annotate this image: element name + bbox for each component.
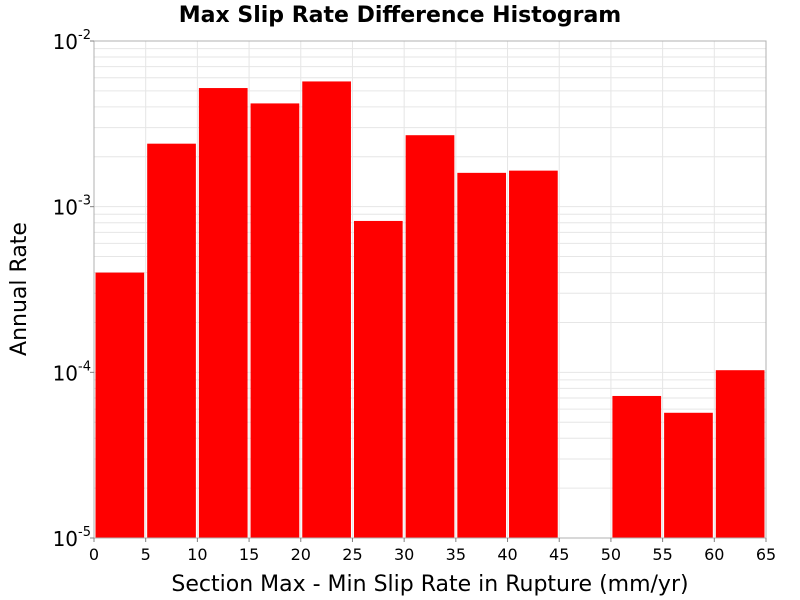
x-tick-label: 35 <box>446 545 466 564</box>
x-tick-label: 65 <box>756 545 776 564</box>
bar <box>353 220 403 539</box>
bar <box>715 370 765 538</box>
y-axis: 10-510-410-310-2 <box>53 28 94 551</box>
y-tick-exponent: -2 <box>78 28 91 43</box>
x-tick-label: 30 <box>394 545 414 564</box>
bar <box>612 395 662 538</box>
bar <box>95 272 145 538</box>
bar <box>198 88 248 539</box>
y-tick-exponent: -4 <box>78 359 91 374</box>
y-axis-label: Annual Rate <box>7 222 32 356</box>
x-tick-label: 50 <box>601 545 621 564</box>
chart-title: Max Slip Rate Difference Histogram <box>179 3 621 28</box>
y-tick-exponent: -3 <box>78 194 91 209</box>
x-tick-label: 60 <box>704 545 724 564</box>
x-axis: 0 5 10 15 20 25 30 35 40 45 50 55 60 65 <box>89 538 776 564</box>
bar <box>457 172 507 539</box>
y-tick-base: 10 <box>53 361 78 385</box>
bars <box>95 81 765 539</box>
y-tick-exponent: -5 <box>78 525 91 540</box>
x-tick-label: 55 <box>652 545 672 564</box>
bar <box>509 170 558 538</box>
x-tick-label: 10 <box>187 545 207 564</box>
bar <box>147 143 196 538</box>
y-tick-label: 10-5 <box>53 525 91 551</box>
x-tick-label: 0 <box>89 545 99 564</box>
x-tick-label: 25 <box>342 545 362 564</box>
bar <box>250 103 300 538</box>
x-tick-label: 5 <box>141 545 151 564</box>
plot-frame <box>93 40 767 539</box>
y-tick-base: 10 <box>53 196 78 220</box>
y-tick-label: 10-2 <box>53 28 91 54</box>
x-tick-label: 15 <box>239 545 259 564</box>
x-tick-label: 40 <box>497 545 517 564</box>
bar <box>664 412 713 538</box>
x-tick-label: 20 <box>291 545 311 564</box>
y-tick-base: 10 <box>53 527 78 551</box>
y-tick-label: 10-3 <box>53 194 91 220</box>
y-tick-label: 10-4 <box>53 359 91 385</box>
bar <box>302 81 351 539</box>
y-tick-base: 10 <box>53 30 78 54</box>
x-tick-label: 45 <box>549 545 569 564</box>
x-axis-label: Section Max - Min Slip Rate in Rupture (… <box>171 572 688 597</box>
bar <box>405 135 455 538</box>
